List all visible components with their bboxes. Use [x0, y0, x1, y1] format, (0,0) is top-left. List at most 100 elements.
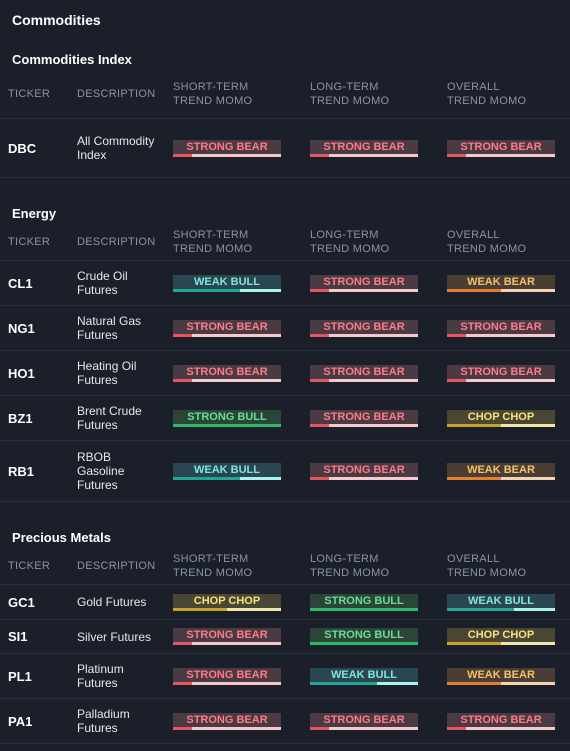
trend-badge-bar-fill	[310, 476, 330, 480]
trend-badge: WEAK BEAR	[447, 274, 555, 292]
ticker-cell: HO1	[8, 365, 35, 381]
trend-badge-bar-fill	[310, 726, 330, 730]
trend-badge-bar-fill	[447, 333, 467, 337]
trend-badge-bar-fill	[447, 681, 501, 685]
header-overall: OVERALL TREND MOMO	[447, 229, 527, 255]
ticker-cell: PA1	[8, 713, 33, 729]
description-cell: Natural Gas Futures	[77, 314, 142, 342]
trend-badge-bar-fill	[173, 288, 240, 292]
column-header-row: TICKER DESCRIPTION SHORT-TERM TREND MOMO LO…	[0, 224, 570, 261]
trend-badge-label: STRONG BEAR	[447, 712, 555, 727]
table-row[interactable]: RB1 RBOB Gasoline Futures WEAK BULL STRONG …	[0, 441, 570, 502]
trend-badge-bar	[310, 681, 418, 685]
column-header-row: TICKER DESCRIPTION SHORT-TERM TREND MOMO LO…	[0, 70, 570, 119]
trend-badge-bar	[447, 153, 555, 157]
trend-badge: STRONG BEAR	[173, 319, 281, 337]
trend-badge-bar-fill	[447, 153, 467, 157]
ticker-cell: CL1	[8, 275, 33, 291]
trend-badge-bar	[173, 607, 281, 611]
section-title: Energy	[12, 206, 57, 221]
trend-badge-bar	[173, 378, 281, 382]
trend-badge: STRONG BEAR	[447, 712, 555, 730]
trend-badge-bar-fill	[173, 476, 240, 480]
overall-cell: WEAK BEAR	[447, 462, 562, 480]
description-cell: Silver Futures	[77, 629, 152, 644]
trend-badge-label: STRONG BEAR	[310, 139, 418, 154]
table-row[interactable]: NG1 Natural Gas Futures STRONG BEAR STRONG …	[0, 306, 570, 351]
table-row[interactable]: PA1 Palladium Futures STRONG BEAR STRONG BE…	[0, 699, 570, 744]
overall-cell: CHOP CHOP	[447, 409, 562, 427]
trend-badge-bar	[447, 378, 555, 382]
header-long-term: LONG-TERM TREND MOMO	[310, 553, 390, 579]
trend-badge-bar-fill	[447, 726, 467, 730]
trend-badge: STRONG BEAR	[447, 139, 555, 157]
trend-badge: STRONG BEAR	[173, 667, 281, 685]
description-cell: Palladium Futures	[77, 707, 130, 735]
trend-badge-bar	[173, 642, 281, 645]
trend-badge-label: WEAK BULL	[173, 462, 281, 477]
trend-badge: STRONG BEAR	[310, 274, 418, 292]
table-row[interactable]: BZ1 Brent Crude Futures STRONG BULL STRONG …	[0, 396, 570, 441]
trend-badge-bar	[173, 681, 281, 685]
page-title: Commodities	[12, 12, 101, 28]
trend-badge-bar-fill	[173, 681, 193, 685]
header-description: DESCRIPTION	[77, 88, 156, 100]
ticker-cell: BZ1	[8, 410, 33, 426]
trend-badge: STRONG BEAR	[310, 364, 418, 382]
trend-badge-bar-fill	[447, 607, 514, 611]
trend-badge-label: WEAK BULL	[447, 593, 555, 608]
trend-badge-bar	[173, 288, 281, 292]
header-short-term: SHORT-TERM TREND MOMO	[173, 553, 253, 579]
short-term-cell: WEAK BULL	[173, 274, 310, 292]
long-term-cell: STRONG BEAR	[310, 409, 447, 427]
short-term-cell: STRONG BEAR	[173, 667, 310, 685]
trend-badge: STRONG BULL	[310, 628, 418, 645]
trend-badge: STRONG BEAR	[447, 364, 555, 382]
long-term-cell: STRONG BULL	[310, 628, 447, 645]
trend-badge-bar	[310, 726, 418, 730]
trend-badge-label: STRONG BEAR	[173, 712, 281, 727]
header-long-term: LONG-TERM TREND MOMO	[310, 81, 390, 107]
table-row[interactable]: GC1 Gold Futures CHOP CHOP STRONG BULL WEAK …	[0, 585, 570, 620]
description-cell: All Commodity Index	[77, 134, 155, 162]
trend-badge: CHOP CHOP	[173, 593, 281, 611]
header-overall: OVERALL TREND MOMO	[447, 81, 527, 107]
trend-badge-bar-fill	[173, 333, 193, 337]
trend-badge-bar	[173, 726, 281, 730]
trend-badge-bar	[310, 378, 418, 382]
column-header-row: TICKER DESCRIPTION SHORT-TERM TREND MOMO LO…	[0, 548, 570, 585]
trend-badge-bar	[173, 153, 281, 157]
long-term-cell: STRONG BEAR	[310, 139, 447, 157]
trend-badge-bar	[447, 642, 555, 645]
trend-badge-bar	[447, 288, 555, 292]
header-description: DESCRIPTION	[77, 236, 156, 248]
header-short-term: SHORT-TERM TREND MOMO	[173, 81, 253, 107]
trend-badge: WEAK BEAR	[447, 667, 555, 685]
trend-badge-bar-fill	[173, 378, 193, 382]
short-term-cell: STRONG BEAR	[173, 319, 310, 337]
trend-badge-label: WEAK BEAR	[447, 667, 555, 682]
trend-badge-label: STRONG BEAR	[173, 667, 281, 682]
table-row[interactable]: HO1 Heating Oil Futures STRONG BEAR STRONG …	[0, 351, 570, 396]
trend-badge-label: STRONG BEAR	[173, 628, 281, 642]
short-term-cell: STRONG BEAR	[173, 139, 310, 157]
trend-badge: STRONG BULL	[310, 593, 418, 611]
trend-badge-bar	[310, 333, 418, 337]
trend-badge-bar	[173, 333, 281, 337]
table-row[interactable]: CL1 Crude Oil Futures WEAK BULL STRONG BEAR…	[0, 261, 570, 306]
trend-badge-bar	[310, 153, 418, 157]
trend-badge-bar	[173, 423, 281, 427]
trend-badge: STRONG BEAR	[173, 139, 281, 157]
long-term-cell: STRONG BEAR	[310, 274, 447, 292]
section-title: Commodities Index	[12, 52, 132, 67]
short-term-cell: STRONG BEAR	[173, 712, 310, 730]
trend-badge-label: STRONG BEAR	[310, 364, 418, 379]
trend-badge: STRONG BEAR	[173, 712, 281, 730]
table-row[interactable]: PL1 Platinum Futures STRONG BEAR WEAK BULL W…	[0, 654, 570, 699]
table-row[interactable]: DBC All Commodity Index STRONG BEAR STRONG …	[0, 119, 570, 178]
table-row[interactable]: SI1 Silver Futures STRONG BEAR STRONG BULL C…	[0, 620, 570, 654]
description-cell: Brent Crude Futures	[77, 404, 142, 432]
trend-badge-bar	[310, 288, 418, 292]
overall-cell: STRONG BEAR	[447, 712, 562, 730]
